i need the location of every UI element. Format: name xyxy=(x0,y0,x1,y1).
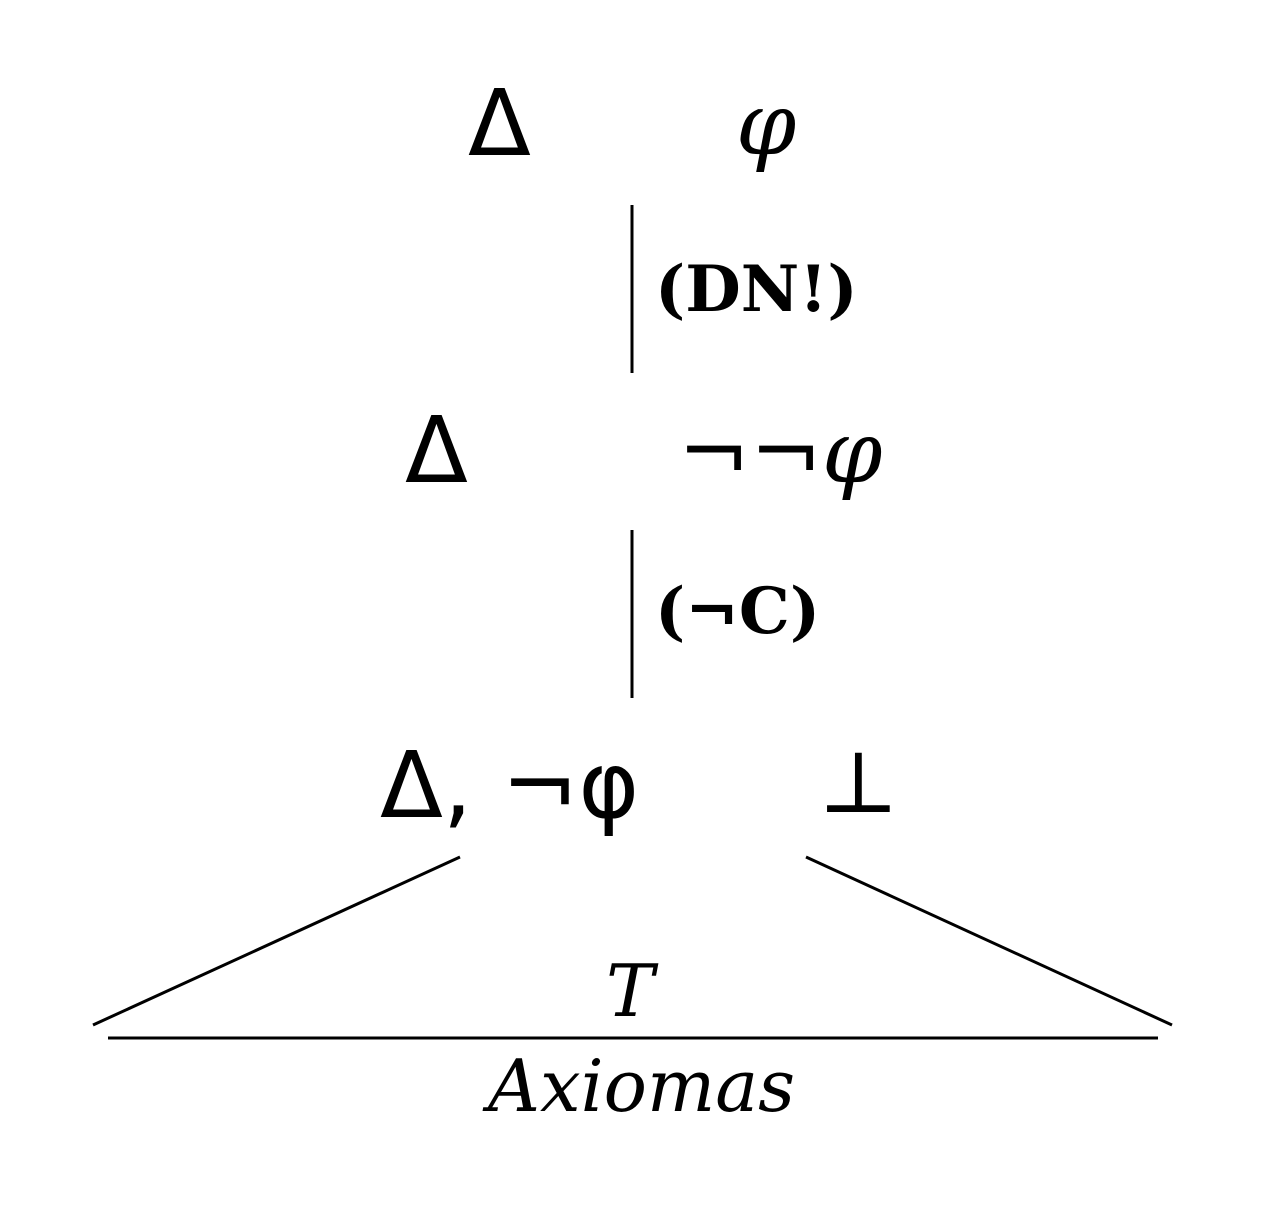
formula-3: ⊥ xyxy=(818,733,899,833)
base-label: Axiomas xyxy=(488,1044,796,1128)
context-1: Δ xyxy=(468,70,531,177)
subtree-left-edge xyxy=(92,855,461,1027)
context-2: Δ xyxy=(405,397,468,504)
subtree-right-edge xyxy=(805,855,1173,1027)
formula-2: ¬¬φ xyxy=(678,403,883,503)
rule-label-1: (DN!) xyxy=(655,252,858,327)
rule-label-2: (¬C) xyxy=(655,574,821,649)
formula-1: φ xyxy=(736,75,797,175)
subtree-label: T xyxy=(606,949,655,1033)
context-3: Δ, ¬φ xyxy=(380,732,640,839)
